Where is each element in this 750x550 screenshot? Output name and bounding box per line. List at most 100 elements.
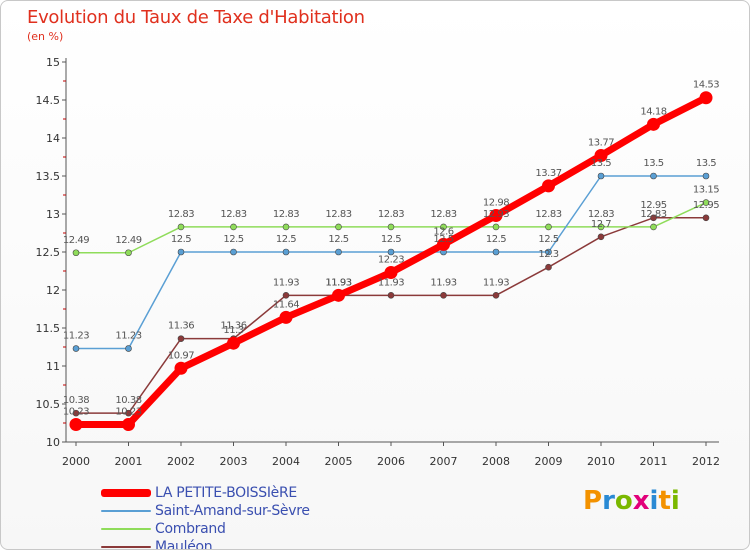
legend-label: Saint-Amand-sur-Sèvre bbox=[155, 503, 310, 519]
data-label: 12.49 bbox=[115, 235, 141, 246]
data-label: 12.83 bbox=[588, 209, 614, 220]
data-point bbox=[489, 209, 503, 223]
data-label: 12.83 bbox=[220, 209, 246, 220]
data-point bbox=[227, 336, 240, 350]
data-label: 12.83 bbox=[640, 209, 666, 220]
data-point bbox=[282, 292, 290, 299]
data-label: 12.49 bbox=[63, 235, 89, 246]
data-point bbox=[230, 223, 237, 231]
data-label: 10.97 bbox=[168, 350, 194, 361]
data-label: 10.38 bbox=[63, 395, 89, 406]
data-label: 13.5 bbox=[591, 158, 611, 169]
data-label: 11.36 bbox=[220, 321, 246, 332]
data-point bbox=[174, 361, 188, 375]
data-label: 12.95 bbox=[640, 200, 666, 211]
data-point bbox=[125, 345, 132, 352]
data-label: 12.5 bbox=[276, 234, 296, 245]
data-label: 12.95 bbox=[693, 200, 719, 211]
data-label: 12.83 bbox=[325, 209, 351, 220]
chart-legend: LA PETITE-BOISSIèRE Saint-Amand-sur-Sèvr… bbox=[101, 484, 310, 550]
data-label: 12.3 bbox=[538, 249, 558, 260]
data-label: 12.5 bbox=[486, 234, 506, 245]
data-label: 12.23 bbox=[378, 255, 404, 266]
data-point bbox=[387, 223, 395, 231]
logo-letter: P bbox=[583, 486, 603, 516]
data-point bbox=[597, 233, 605, 241]
x-tick-label: 2010 bbox=[587, 455, 615, 468]
data-label: 12.83 bbox=[273, 209, 299, 220]
data-label: 12.7 bbox=[591, 219, 611, 230]
data-label: 14.53 bbox=[693, 80, 719, 91]
data-label: 13.77 bbox=[588, 137, 614, 148]
proxiti-logo: Proxiti bbox=[583, 486, 680, 516]
x-tick-label: 2004 bbox=[272, 455, 300, 468]
x-tick-label: 2002 bbox=[167, 455, 195, 468]
chart-title: Evolution du Taux de Taxe d'Habitation bbox=[27, 7, 365, 28]
data-point bbox=[122, 418, 135, 432]
data-label: 11.36 bbox=[168, 321, 194, 332]
data-point bbox=[597, 172, 605, 180]
data-point bbox=[69, 418, 83, 432]
logo-letter: r bbox=[602, 486, 615, 516]
data-label: 12.6 bbox=[433, 226, 453, 237]
y-tick-label: 15 bbox=[46, 56, 60, 69]
data-label: 11.3 bbox=[223, 325, 243, 336]
data-label: 12.83 bbox=[378, 209, 404, 220]
data-point bbox=[335, 223, 342, 231]
data-label: 13.37 bbox=[535, 168, 561, 179]
data-label: 12.5 bbox=[223, 234, 243, 245]
data-point bbox=[177, 335, 185, 342]
y-tick-label: 12.5 bbox=[36, 246, 61, 259]
data-label: 11.23 bbox=[115, 331, 141, 342]
legend-swatch bbox=[101, 489, 151, 497]
data-point bbox=[650, 214, 657, 222]
data-point bbox=[699, 91, 713, 105]
data-point bbox=[125, 409, 132, 417]
legend-item-saint-amand-sur-sevre: Saint-Amand-sur-Sèvre bbox=[101, 502, 310, 520]
data-label: 13.5 bbox=[643, 158, 663, 169]
y-tick-label: 10.5 bbox=[36, 398, 61, 411]
x-tick-label: 2007 bbox=[430, 455, 458, 468]
legend-item-la-petite-boissiere: LA PETITE-BOISSIèRE bbox=[101, 484, 310, 502]
data-point bbox=[702, 199, 710, 206]
data-point bbox=[230, 248, 237, 256]
data-point bbox=[282, 248, 290, 256]
data-point bbox=[545, 248, 552, 256]
data-label: 10.38 bbox=[115, 395, 141, 406]
data-label: 10.23 bbox=[63, 407, 89, 418]
data-point bbox=[279, 310, 293, 324]
legend-item-combrand: Combrand bbox=[101, 520, 310, 538]
data-label: 12.83 bbox=[535, 209, 561, 220]
x-tick-label: 2005 bbox=[325, 455, 353, 468]
data-label: 12.83 bbox=[430, 209, 456, 220]
data-point bbox=[72, 409, 80, 417]
data-label: 11.93 bbox=[325, 277, 351, 288]
data-label: 11.64 bbox=[273, 299, 299, 310]
data-label: 11.93 bbox=[325, 277, 351, 288]
x-tick-label: 2008 bbox=[482, 455, 510, 468]
data-point bbox=[335, 248, 342, 256]
data-point bbox=[492, 223, 500, 231]
data-label: 11.93 bbox=[430, 277, 456, 288]
data-point bbox=[72, 249, 80, 257]
data-point bbox=[702, 214, 710, 222]
data-label: 12.5 bbox=[433, 234, 453, 245]
y-tick-label: 13 bbox=[46, 208, 60, 221]
y-tick-label: 11.5 bbox=[36, 322, 61, 335]
data-label: 12.93 bbox=[483, 209, 509, 220]
y-tick-label: 14.5 bbox=[36, 94, 61, 107]
data-point bbox=[282, 223, 290, 231]
data-point bbox=[650, 223, 657, 231]
logo-letter: i bbox=[670, 486, 680, 516]
logo-letter: o bbox=[614, 486, 633, 516]
data-label: 12.5 bbox=[381, 234, 401, 245]
data-label: 11.93 bbox=[378, 277, 404, 288]
data-point bbox=[72, 345, 80, 352]
data-point bbox=[702, 172, 710, 180]
data-point bbox=[492, 292, 500, 299]
data-label: 13.15 bbox=[693, 185, 719, 196]
data-point bbox=[384, 266, 398, 280]
legend-label: Mauléon bbox=[155, 539, 213, 550]
data-point bbox=[597, 223, 605, 231]
legend-swatch bbox=[101, 528, 151, 530]
